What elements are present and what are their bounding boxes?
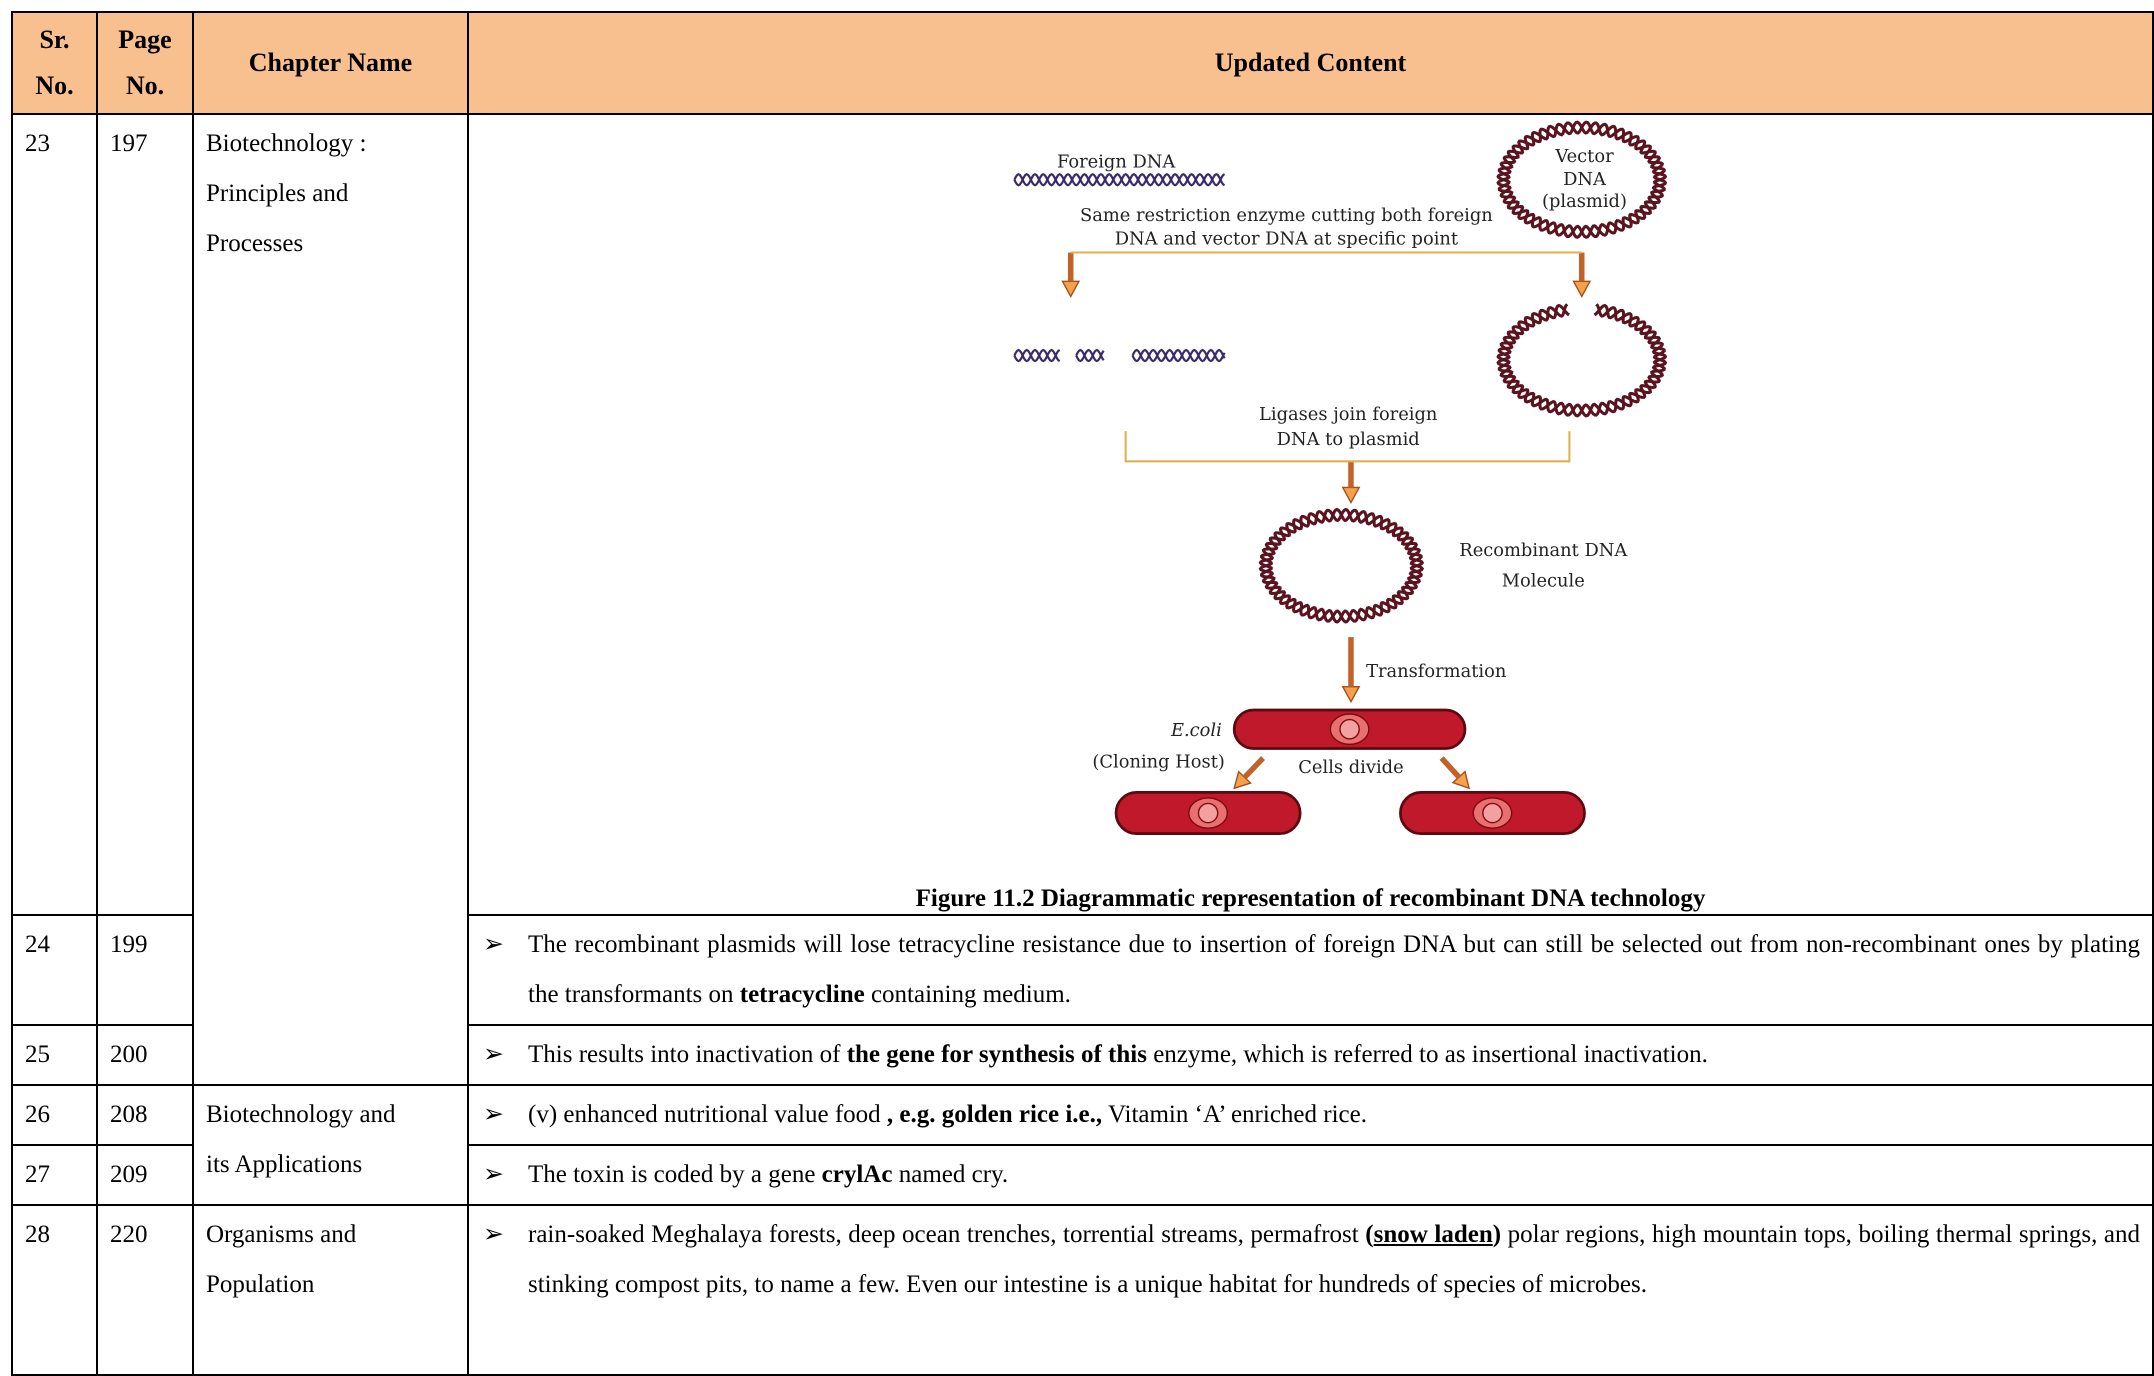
sr-cell: 25 (11, 1024, 98, 1086)
text-run: (v) enhanced nutritional value food (528, 1101, 887, 1128)
chapter-cell: Biotechnology and its Applications (192, 1084, 469, 1206)
figure-label: Transformation (1366, 661, 1506, 682)
dna-strand (1013, 172, 1226, 187)
chapter-line: Population (206, 1271, 315, 1298)
dna-strand (1013, 172, 1226, 187)
dna-strand (1131, 348, 1226, 363)
content-cell: (v) enhanced nutritional value food , e.… (467, 1084, 2154, 1146)
dna-strand (1013, 348, 1061, 363)
text-run: ) (1492, 1221, 1502, 1248)
plasmid-ring (1258, 507, 1425, 624)
text-run: crylAc (821, 1161, 893, 1188)
sr-cell: 24 (11, 914, 98, 1026)
text-run: tetracycline (739, 981, 865, 1008)
row: 24 199 The recombinant plasmids will los… (11, 914, 2154, 1026)
plasmid-ring (1258, 507, 1425, 624)
cell-nucleus (1482, 802, 1503, 824)
dna-strand (1131, 348, 1226, 363)
chapter-cell: Biotechnology : Principles and Processes (192, 113, 469, 1086)
header-cell: Updated Content (467, 11, 2154, 115)
figure-caption: Figure 11.2 Diagrammatic representation … (915, 885, 1706, 912)
figure-label: (Cloning Host) (1092, 752, 1224, 773)
text-run: The recombinant plasmids will lose tetra… (528, 931, 2140, 1008)
text-run: rain-soaked Meghalaya forests, deep ocea… (528, 1221, 1366, 1248)
content-cell: The toxin is coded by a gene crylAc name… (467, 1144, 2154, 1206)
text-run: named cry. (892, 1161, 1009, 1188)
arrow-head (1341, 486, 1361, 504)
header-cell: Chapter Name (192, 11, 469, 115)
plasmid-ring (1496, 120, 1668, 239)
text-run: , e.g. golden rice i.e., (886, 1101, 1103, 1128)
sr-cell: 23 (11, 113, 98, 916)
cell-nucleus (1339, 718, 1360, 740)
chapter-line: Organisms and (206, 1221, 357, 1248)
figure-label: Same restriction enzyme cutting both for… (1080, 205, 1493, 226)
figure-label: DNA and vector DNA at specific point (1115, 228, 1459, 249)
row: 26 208 Biotechnology and its Applications… (11, 1084, 2154, 1206)
figure-label: Foreign DNA (1057, 151, 1176, 172)
text-run: This results into inactivation of (528, 1041, 847, 1068)
figure-label: (plasmid) (1542, 191, 1627, 212)
page-cell: 199 (96, 914, 194, 1026)
figure-label: Molecule (1502, 570, 1585, 591)
cell-nucleus (1197, 802, 1219, 824)
sr-cell: 28 (11, 1204, 98, 1376)
text-run: the gene for synthesis of this (846, 1041, 1147, 1068)
text-run: ( (1365, 1221, 1374, 1248)
page-cell: 208 (96, 1084, 194, 1146)
chapter-cell: Organisms and Population (192, 1204, 469, 1376)
text-run: enzyme, which is referred to as insertio… (1146, 1041, 1708, 1068)
row: 28 220 Organisms and Population rain-soak… (11, 1204, 2154, 1376)
bracket (1124, 431, 1571, 463)
header-cell: Sr. No. (11, 11, 98, 115)
arrow-head (1061, 280, 1081, 298)
row: 23 197 Biotechnology : Principles and Proc… (11, 113, 2154, 1086)
dna-strand (1075, 348, 1105, 363)
figure-label: Ligases join foreign (1259, 404, 1437, 425)
dna-strand (1013, 348, 1061, 363)
text-run: polar regions, high mountain tops, boili… (528, 1221, 2140, 1298)
text-run: containing medium. (864, 981, 1071, 1008)
header-cell: Page No. (96, 11, 194, 115)
figure: Foreign DNA Vector DNA (plasmid) Same re… (1013, 120, 1668, 836)
updates-table: Sr. No. Page No. Chapter Name Updated Co… (11, 11, 2154, 1376)
arrow-head (1451, 770, 1471, 790)
row: 25 200 This results into inactivation of… (11, 1024, 2154, 1086)
text-run: The toxin is coded by a gene (528, 1161, 822, 1188)
content-cell: rain-soaked Meghalaya forests, deep ocea… (467, 1204, 2154, 1376)
chapter-line: Biotechnology : (206, 130, 367, 157)
arrow-shaft (1242, 756, 1266, 780)
arrow-shaft (1439, 756, 1461, 779)
arrow-head (1572, 280, 1592, 298)
plasmid-ring (1496, 303, 1668, 418)
dna-strand (1075, 348, 1105, 363)
page-cell: 209 (96, 1144, 194, 1206)
figure-label: E.coli (1170, 720, 1222, 741)
page-cell: 197 (96, 113, 194, 916)
text-run: snow laden (1373, 1221, 1493, 1248)
text-run: Vitamin ‘A’ enriched rice. (1102, 1101, 1367, 1128)
figure-label: DNA (1563, 169, 1607, 190)
figure-cell: Foreign DNA Vector DNA (plasmid) Same re… (467, 113, 2154, 916)
page-cell: 220 (96, 1204, 194, 1376)
chapter-line: Principles and (206, 180, 349, 207)
figure-label: Cells divide (1298, 757, 1403, 778)
page-cell: 200 (96, 1024, 194, 1086)
chapter-line: its Applications (206, 1151, 363, 1178)
page: Sr. No. Page No. Chapter Name Updated Co… (0, 0, 2154, 1310)
arrow-head (1341, 685, 1361, 704)
header-row: Sr. No. Page No. Chapter Name Updated Co… (11, 11, 2154, 115)
content-cell: This results into inactivation of the ge… (467, 1024, 2154, 1086)
sr-cell: 26 (11, 1084, 98, 1146)
figure-label: Recombinant DNA (1459, 540, 1628, 561)
figure-label: DNA to plasmid (1277, 429, 1420, 450)
chapter-line: Biotechnology and (206, 1101, 396, 1128)
figure-label: Vector (1554, 146, 1614, 167)
sr-cell: 27 (11, 1144, 98, 1206)
chapter-line: Processes (206, 230, 304, 257)
content-cell: The recombinant plasmids will lose tetra… (467, 914, 2154, 1026)
row: 27 209 The toxin is coded by a gene cryl… (11, 1144, 2154, 1206)
